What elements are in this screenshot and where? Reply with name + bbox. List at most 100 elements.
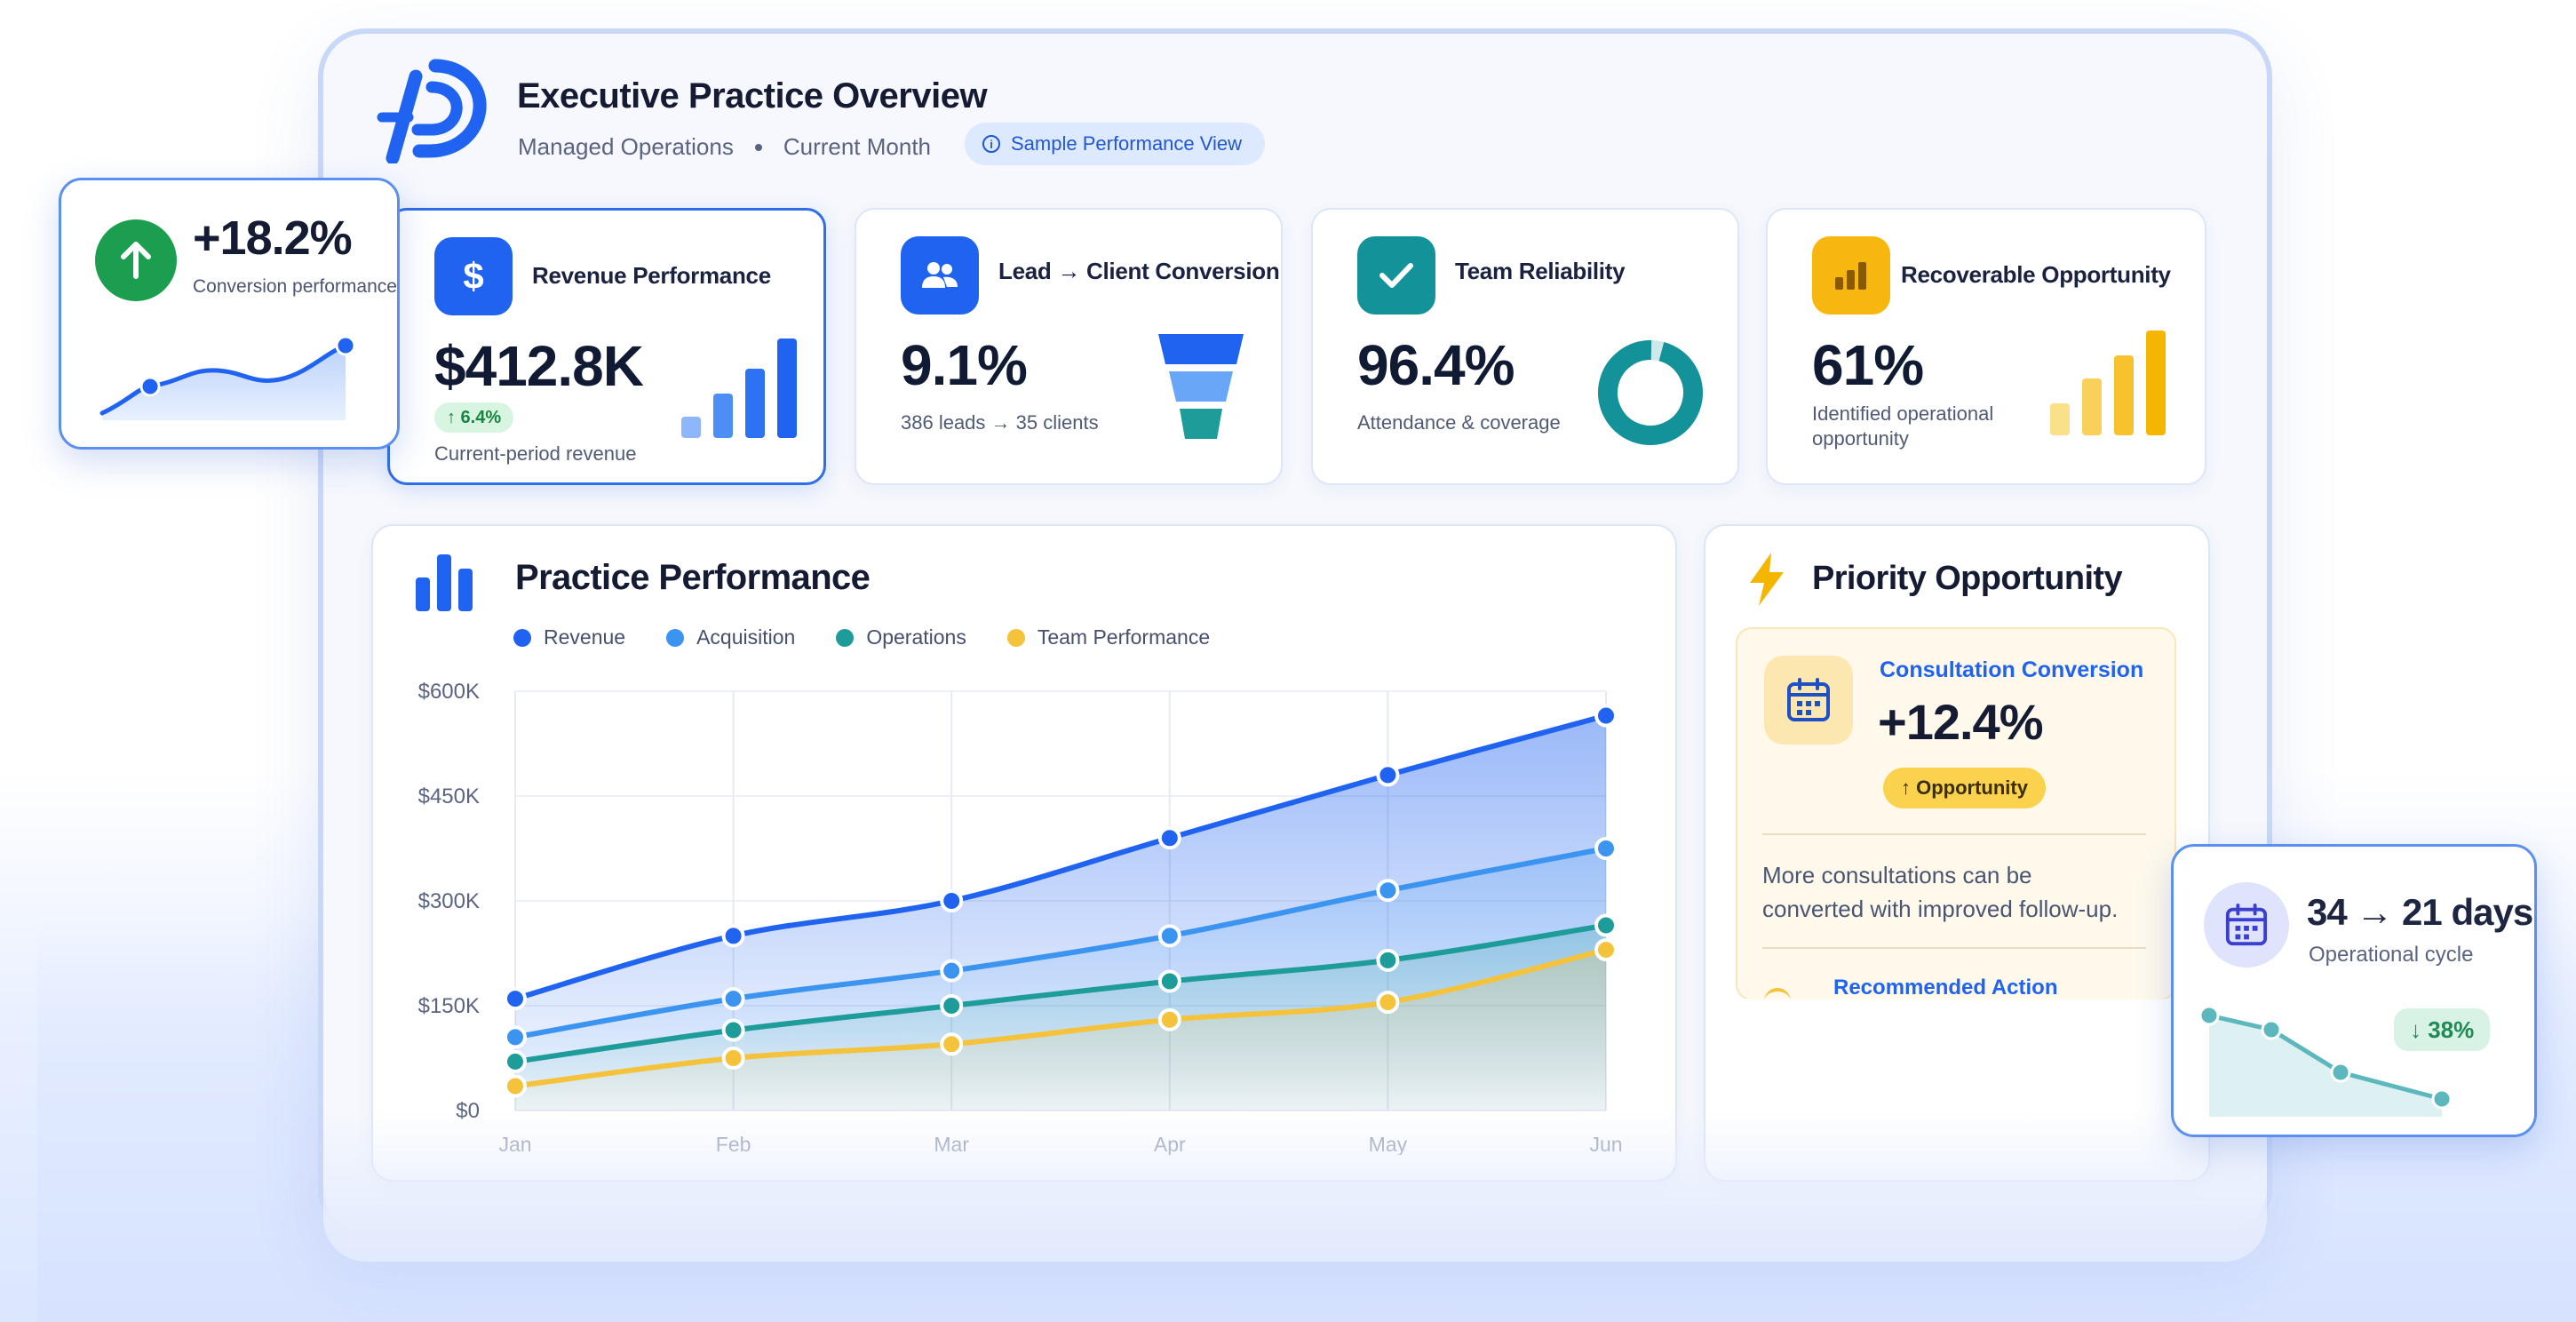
kpi-subtext-line1: Identified operational <box>1812 402 1994 425</box>
calendar-icon <box>1764 656 1853 745</box>
float-value: +18.2% <box>193 211 353 265</box>
funnel-icon <box>1158 334 1244 439</box>
data-point-revenue <box>504 987 527 1011</box>
data-point-acquisition <box>1376 879 1400 903</box>
operational-cycle-float-card[interactable]: 34 → 21 days Operational cycle ↓ 38% <box>2171 844 2537 1137</box>
data-point-operations <box>1157 969 1181 993</box>
data-point-revenue <box>721 924 745 948</box>
data-point-operations <box>1376 948 1400 972</box>
action-icon <box>1764 988 1791 1002</box>
legend-label: Team Performance <box>1037 625 1211 649</box>
kpi-value: 61% <box>1812 333 1924 397</box>
sample-view-pill[interactable]: i Sample Performance View <box>965 123 1266 165</box>
opportunity-value: +12.4% <box>1878 694 2043 750</box>
brand-logo <box>377 59 487 163</box>
kpi-subtext: 386 leads → 35 clients <box>901 411 1099 434</box>
data-point-team-performance <box>721 1047 745 1070</box>
opportunity-badge: ↑ Opportunity <box>1883 768 2046 808</box>
y-tick-label: $300K <box>418 889 480 913</box>
sparkline-up <box>99 335 356 420</box>
series-line-operations <box>513 922 1609 1064</box>
chart-legend: Revenue Acquisition Operations Team Perf… <box>513 625 1210 649</box>
data-point-acquisition <box>504 1025 527 1049</box>
subtitle-period: Current Month <box>783 133 932 160</box>
kpi-label: Team Reliability <box>1455 258 1626 284</box>
page-subtitle: Managed Operations Current Month <box>518 133 931 161</box>
data-point-acquisition <box>1594 837 1618 860</box>
data-point-revenue <box>1594 704 1618 728</box>
legend-item-acquisition[interactable]: Acquisition <box>666 625 795 649</box>
data-point-operations <box>504 1049 527 1073</box>
kpi-value: 9.1% <box>901 333 1028 397</box>
opportunity-label: Consultation Conversion <box>1880 657 2144 682</box>
description-line: converted with improved follow-up. <box>1762 896 2119 922</box>
float-label: Operational cycle <box>2309 943 2474 967</box>
opportunity-description: More consultations can be converted with… <box>1762 858 2118 926</box>
kpi-value: 96.4% <box>1357 333 1515 397</box>
series-line-team-performance <box>513 947 1609 1089</box>
kpi-value: $412.8K <box>434 334 644 398</box>
divider <box>1762 947 2146 949</box>
series-area-team-performance <box>515 950 1606 1111</box>
conversion-performance-float-card[interactable]: +18.2% Conversion performance <box>59 178 400 450</box>
mini-bar-chart-icon <box>681 338 797 438</box>
legend-swatch <box>666 628 685 647</box>
float-value: 34 → 21 days <box>2307 891 2533 933</box>
legend-swatch <box>836 628 855 647</box>
dollar-icon: $ <box>434 237 513 315</box>
legend-item-revenue[interactable]: Revenue <box>513 625 625 649</box>
info-icon: i <box>982 135 1000 153</box>
legend-item-operations[interactable]: Operations <box>836 625 966 649</box>
y-tick-label: $450K <box>418 784 480 808</box>
users-icon <box>901 236 979 315</box>
data-point-operations <box>940 994 964 1017</box>
kpi-card-opportunity[interactable]: Recoverable Opportunity 61% Identified o… <box>1766 208 2206 485</box>
series-line-acquisition <box>513 846 1609 1040</box>
legend-label: Acquisition <box>696 625 796 649</box>
data-point-acquisition <box>940 959 964 983</box>
legend-item-team-performance[interactable]: Team Performance <box>1006 625 1211 649</box>
data-point-revenue <box>1157 826 1181 850</box>
data-point-team-performance <box>940 1032 964 1056</box>
page-title: Executive Practice Overview <box>517 76 988 115</box>
kpi-subtext: Attendance & coverage <box>1357 411 1561 434</box>
data-point-team-performance <box>504 1074 527 1098</box>
bar-chart-icon <box>1812 236 1890 315</box>
sparkline-down <box>2198 1005 2453 1117</box>
data-point-acquisition <box>721 987 745 1011</box>
kpi-card-conversion[interactable]: Lead → Client Conversion 9.1% 386 leads … <box>855 208 1283 485</box>
series-line-revenue <box>513 713 1609 1002</box>
window-bottom-fade <box>323 1111 2267 1262</box>
data-point-revenue <box>1376 763 1400 787</box>
y-tick-label: $600K <box>418 680 480 704</box>
donut-gauge-icon <box>1598 340 1703 445</box>
description-line: More consultations can be <box>1762 862 2032 888</box>
practice-performance-chart[interactable]: $600K$450K$300K$150K$0JanFebMarAprMayJun <box>373 657 1634 1155</box>
bar-chart-icon <box>416 554 473 611</box>
arrow-up-icon <box>95 219 177 301</box>
kpi-subtext: Current-period revenue <box>434 442 637 465</box>
data-point-operations <box>1594 913 1618 937</box>
legend-label: Revenue <box>544 625 626 649</box>
kpi-card-revenue[interactable]: $ Revenue Performance $412.8K ↑ 6.4% Cur… <box>387 208 826 485</box>
data-point-team-performance <box>1594 938 1618 962</box>
data-point-revenue <box>940 889 964 912</box>
data-point-team-performance <box>1376 991 1400 1015</box>
check-icon <box>1357 236 1435 315</box>
legend-swatch <box>1006 628 1025 647</box>
kpi-subtext-line2: opportunity <box>1812 427 1909 450</box>
kpi-label: Revenue Performance <box>532 262 771 289</box>
data-point-operations <box>721 1018 745 1042</box>
kpi-label: Lead → Client Conversion <box>998 258 1280 284</box>
panel-title: Practice Performance <box>515 558 871 597</box>
sample-view-label: Sample Performance View <box>1011 132 1243 155</box>
data-point-team-performance <box>1157 1007 1181 1031</box>
panel-title: Priority Opportunity <box>1812 560 2123 597</box>
divider <box>1762 833 2146 835</box>
legend-swatch <box>513 628 531 647</box>
recommended-action-link[interactable]: Recommended Action <box>1833 976 2058 999</box>
lightning-icon <box>1750 553 1784 606</box>
subtitle-scope: Managed Operations <box>518 133 734 160</box>
kpi-card-reliability[interactable]: Team Reliability 96.4% Attendance & cove… <box>1311 208 1739 485</box>
separator-dot <box>754 143 762 151</box>
